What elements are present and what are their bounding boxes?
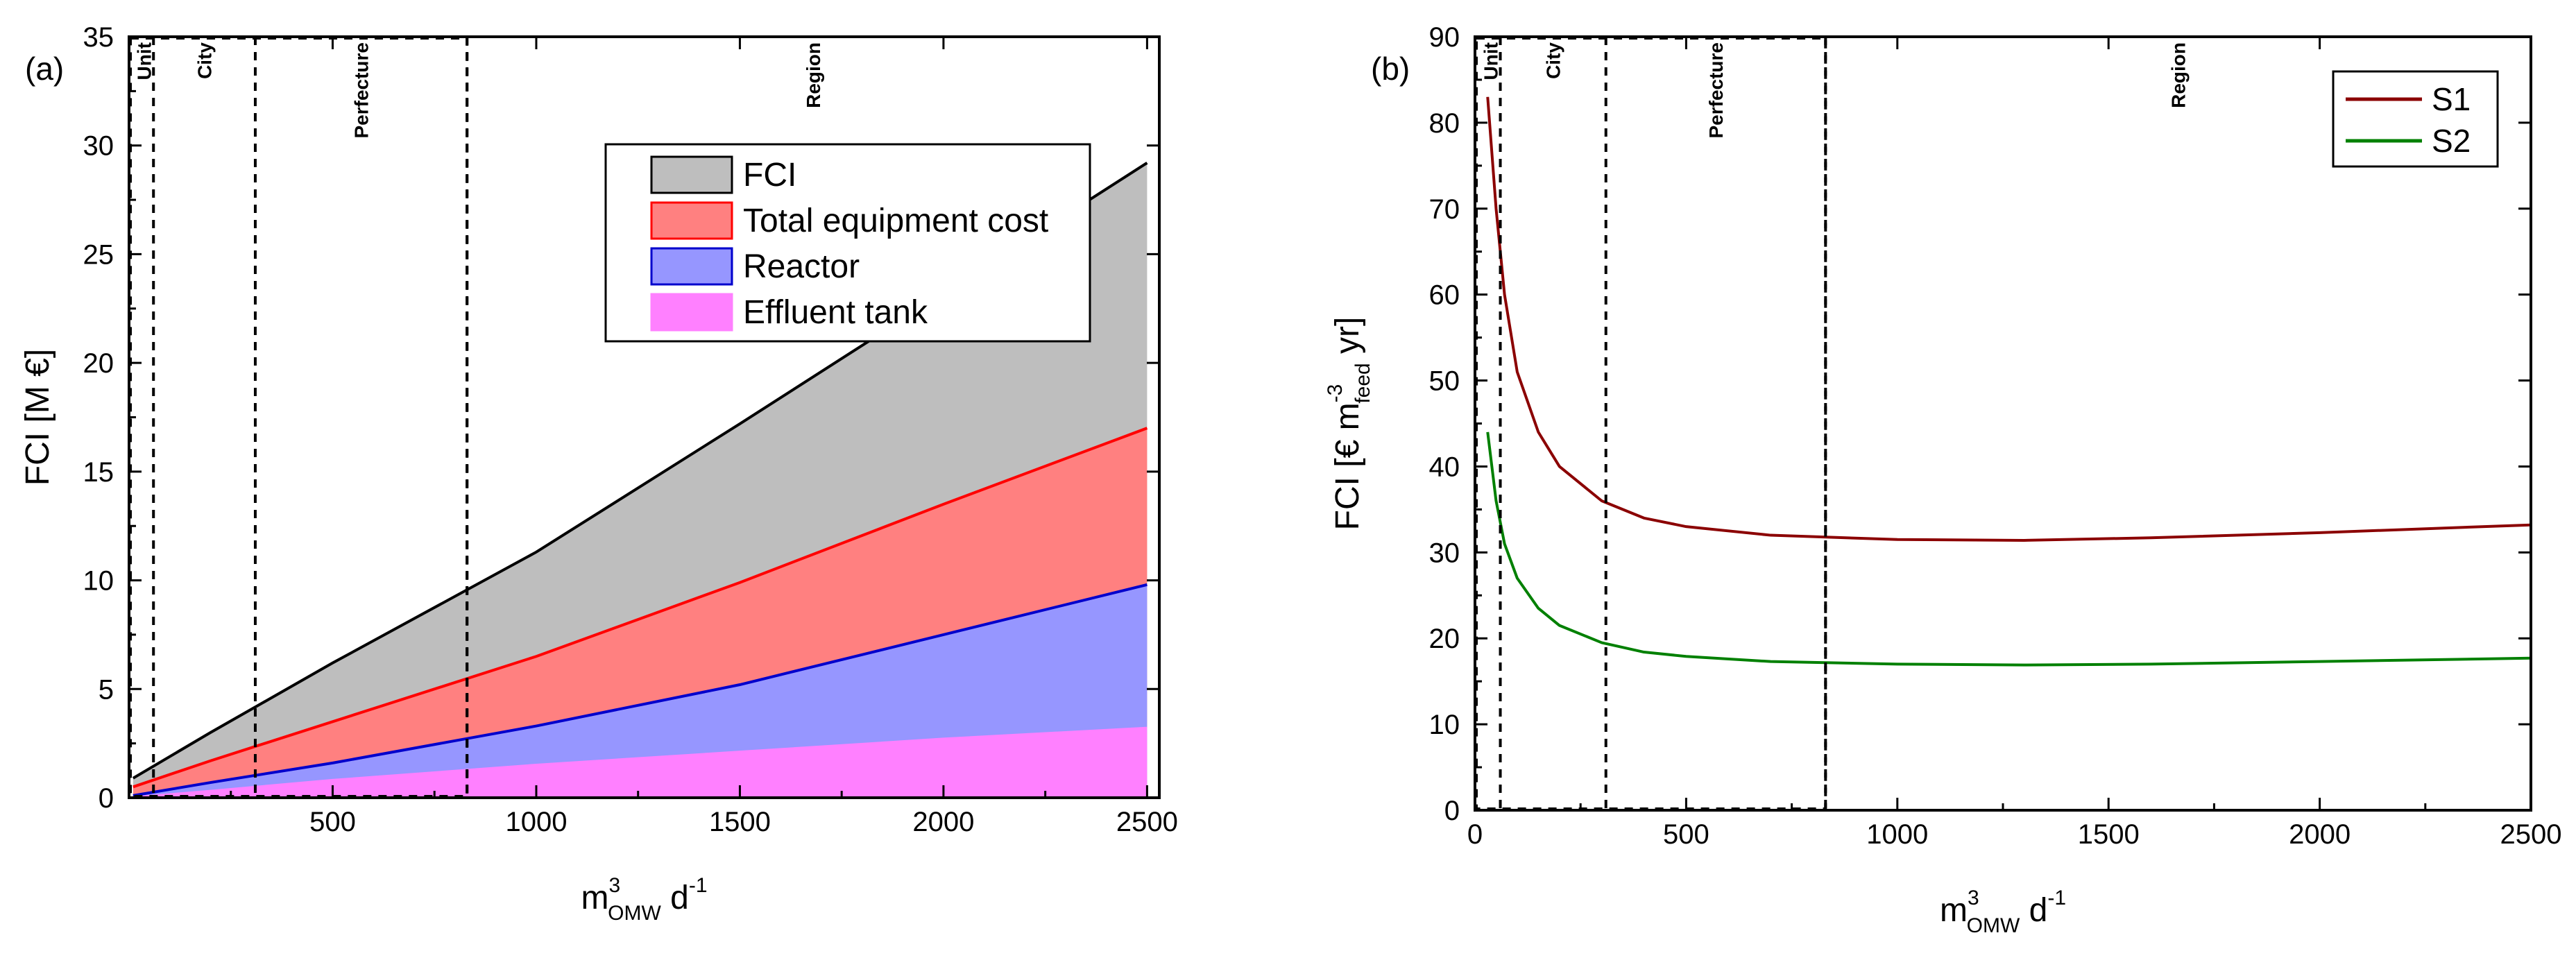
y-tick-label: 80 [1429,108,1460,139]
series-line-0 [1486,96,2532,542]
x-tick-label: 2000 [2289,819,2351,850]
region-label-2: Perfecture [1705,42,1727,139]
y-tick-label: 0 [1444,796,1460,826]
legend-label-3: Effluent tank [743,294,928,331]
y-tick-label: 30 [1429,538,1460,568]
y-tick-label: 35 [83,22,114,53]
x-tick-label: 2000 [912,807,974,837]
area-line-3 [133,726,1148,799]
y-tick-label: 40 [1429,452,1460,482]
y-axis-title: FCI [€ m-3 feed yr] [1324,317,1374,531]
y-tick-label: 20 [83,348,114,379]
panel-label: (b) [1371,51,1410,87]
y-tick-label: 20 [1429,624,1460,654]
legend-label-1: Total equipment cost [743,203,1048,239]
legend-label-1: S2 [2432,123,2471,159]
region-box [1475,37,1827,810]
region-label-1: City [1543,42,1564,79]
x-tick-label: 2500 [2500,819,2562,850]
area-3 [133,728,1148,798]
legend-label-2: Reactor [743,248,860,285]
legend-label-0: FCI [743,157,796,194]
y-title-base: FCI [M €] [19,349,56,486]
x-tick-label: 0 [1467,819,1483,850]
x-axis-title: m3 OMW d-1 [581,874,707,925]
region-label-2: Perfecture [351,42,373,139]
y-title-base: FCI [€ m [1329,402,1366,530]
legend-swatch-1 [650,201,733,240]
y-tick-label: 5 [99,674,114,705]
x-tick-label: 1000 [505,807,567,837]
y-tick-label: 25 [83,239,114,270]
x-title-sub: OMW [1967,914,2020,937]
x-title-base: m [581,880,608,916]
legend-box [2332,70,2499,168]
x-tick-label: 500 [1663,819,1709,850]
x-tick-label: 1500 [709,807,771,837]
y-title-suffix: yr] [1329,317,1366,363]
x-title-suffix-sup: -1 [2047,887,2066,909]
x-title-suffix: d [2020,892,2047,929]
x-title-sup: 3 [608,874,620,897]
region-label-1: City [194,42,216,79]
x-title-sup: 3 [1968,887,1979,909]
y-tick-label: 15 [83,457,114,488]
series-line-1 [1486,431,2532,667]
region-label-3: Region [803,42,824,108]
legend-swatch-3 [650,293,733,332]
y-tick-label: 10 [83,566,114,597]
y-tick-label: 70 [1429,194,1460,225]
x-tick-label: 2500 [1116,807,1178,837]
x-tick-label: 1500 [2078,819,2140,850]
y-tick-label: 60 [1429,280,1460,311]
y-axis-title: FCI [M €] [19,349,56,486]
y-title-sub: feed [1351,363,1374,403]
x-title-suffix-sup: -1 [689,874,708,897]
area-line-1 [133,427,1148,789]
x-axis-title: m3 OMW d-1 [1940,887,2066,937]
legend-swatch-0 [650,155,733,194]
region-label-0: Unit [1480,42,1501,80]
x-tick-label: 1000 [1866,819,1928,850]
x-tick-label: 500 [309,807,356,837]
region-label-0: Unit [134,42,155,80]
legend-swatch-2 [650,247,733,286]
x-title-sub: OMW [608,902,661,925]
x-title-suffix: d [661,880,689,916]
panel-label: (a) [25,51,64,87]
y-tick-label: 90 [1429,22,1460,53]
panel-a: Unit City Perfecture Region 500 1000 1500 2000 2… [19,22,1178,925]
y-tick-label: 10 [1429,710,1460,740]
area-line-2 [133,583,1148,797]
region-label-3: Region [2168,42,2190,108]
y-tick-label: 0 [99,783,114,814]
y-tick-label: 50 [1429,366,1460,397]
y-title-sup: -3 [1324,384,1347,403]
y-tick-label: 30 [83,131,114,162]
x-title-base: m [1940,892,1968,929]
legend-label-0: S1 [2432,81,2471,117]
